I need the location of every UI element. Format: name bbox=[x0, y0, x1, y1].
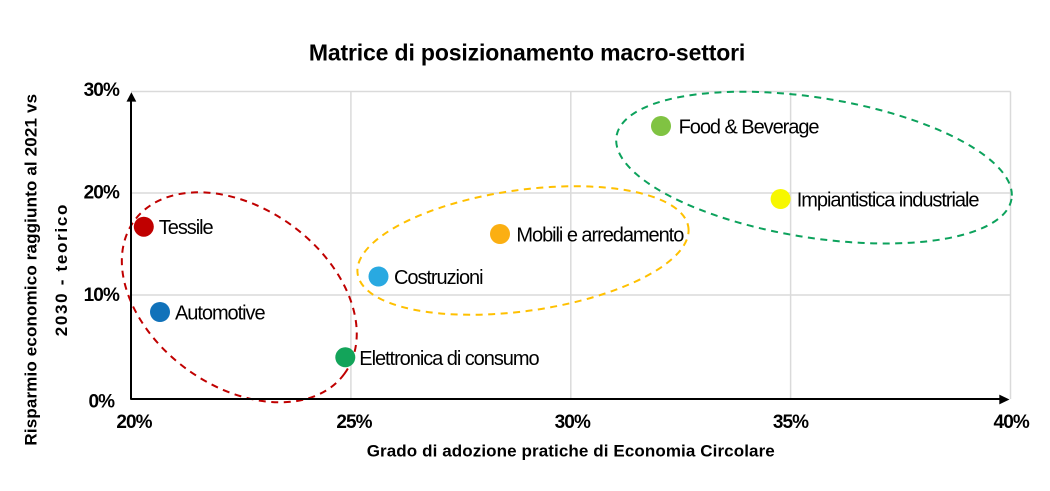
svg-text:Risparmio economico raggiunto: Risparmio economico raggiunto al 2021 vs bbox=[22, 94, 41, 446]
svg-text:20%: 20% bbox=[116, 412, 152, 433]
svg-text:Grado di adozione pratiche di: Grado di adozione pratiche di Economia C… bbox=[367, 442, 775, 461]
svg-text:30%: 30% bbox=[555, 412, 591, 433]
svg-text:10%: 10% bbox=[84, 285, 120, 306]
svg-text:Matrice di posizionamento macr: Matrice di posizionamento macro-settori bbox=[309, 40, 745, 66]
svg-text:0%: 0% bbox=[88, 391, 115, 412]
svg-text:Automotive: Automotive bbox=[175, 303, 265, 325]
svg-text:Impiantistica industriale: Impiantistica industriale bbox=[797, 190, 980, 212]
svg-text:Elettronica di consumo: Elettronica di consumo bbox=[359, 348, 539, 370]
svg-text:35%: 35% bbox=[773, 412, 809, 433]
svg-text:2030 - teorico: 2030 - teorico bbox=[52, 203, 71, 336]
svg-text:30%: 30% bbox=[84, 80, 120, 101]
svg-text:25%: 25% bbox=[336, 412, 372, 433]
svg-text:Tessile: Tessile bbox=[159, 217, 214, 239]
svg-text:20%: 20% bbox=[84, 183, 120, 204]
svg-text:40%: 40% bbox=[994, 412, 1030, 433]
svg-text:Food & Beverage: Food & Beverage bbox=[679, 117, 820, 139]
svg-text:Mobili e arredamento: Mobili e arredamento bbox=[516, 225, 684, 247]
svg-text:Costruzioni: Costruzioni bbox=[394, 267, 483, 289]
